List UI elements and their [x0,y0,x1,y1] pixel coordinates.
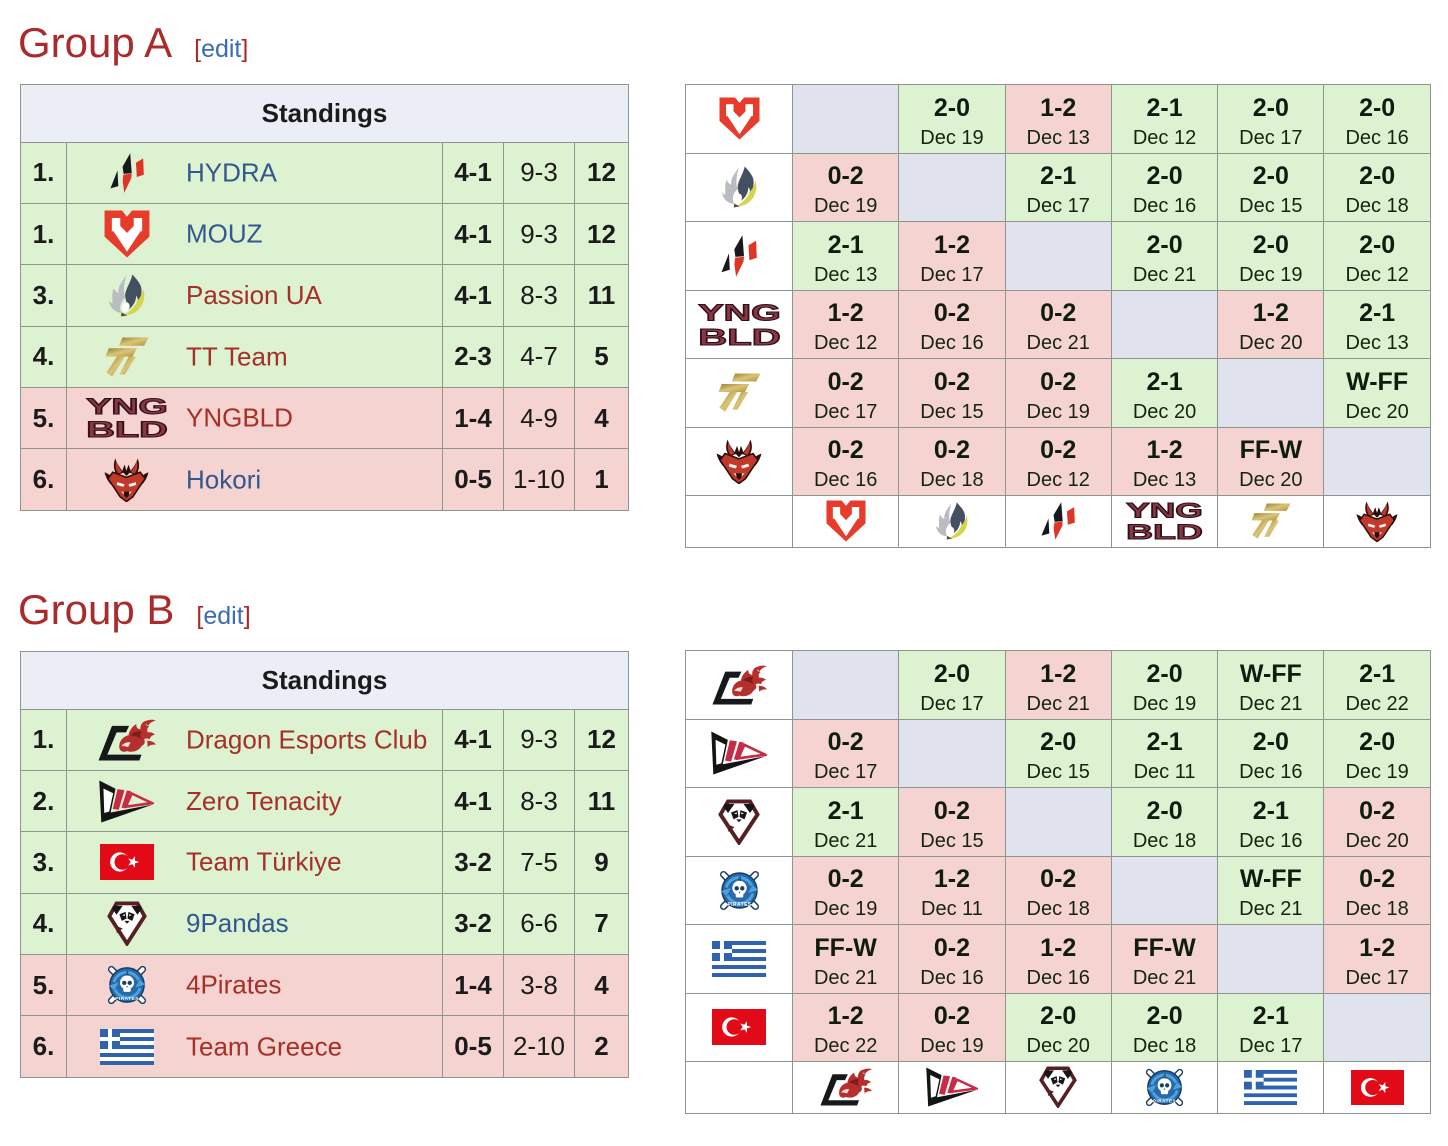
svg-text:YNG: YNG [86,397,167,419]
svg-text:PIRATES: PIRATES [1153,1098,1176,1104]
svg-text:BLD: BLD [86,417,167,439]
svg-text:BLD: BLD [1126,521,1203,541]
svg-text:4: 4 [737,876,741,883]
svg-text:4: 4 [1163,1073,1167,1080]
svg-text:PIRATES: PIRATES [115,996,139,1002]
svg-text:4: 4 [125,971,129,978]
svg-text:PIRATES: PIRATES [727,902,751,908]
svg-text:YNG: YNG [1126,501,1203,522]
svg-text:BLD: BLD [698,324,780,347]
svg-text:YNG: YNG [698,302,780,325]
